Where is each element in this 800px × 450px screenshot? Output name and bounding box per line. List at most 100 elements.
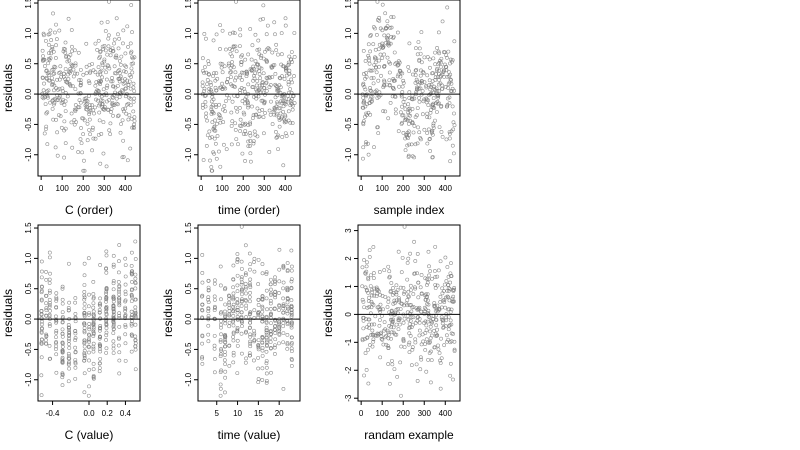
data-point (235, 317, 240, 322)
data-point (47, 324, 52, 328)
data-point (286, 80, 291, 84)
data-point (281, 324, 285, 329)
data-point (227, 306, 232, 310)
data-point (86, 79, 91, 84)
data-point (242, 112, 247, 117)
data-point (94, 80, 99, 85)
data-point (239, 60, 244, 64)
data-point (262, 86, 267, 90)
data-point (407, 69, 412, 74)
data-point (104, 326, 109, 331)
data-point (396, 59, 401, 64)
data-point (111, 346, 116, 351)
y-tick-label: 0.5 (184, 283, 193, 295)
data-point (260, 309, 265, 314)
data-point (126, 117, 131, 122)
data-point (52, 64, 57, 69)
data-point (446, 82, 451, 86)
data-point (433, 275, 438, 279)
data-point (111, 296, 116, 301)
data-point (44, 277, 49, 282)
data-point (422, 97, 427, 102)
data-point (246, 103, 251, 108)
data-point (238, 33, 243, 38)
data-point (231, 296, 236, 301)
data-point (235, 256, 240, 261)
data-point (277, 279, 282, 284)
data-point (273, 293, 278, 297)
data-point (424, 369, 429, 374)
data-point (64, 55, 69, 60)
data-point (221, 142, 226, 147)
data-point (40, 327, 44, 331)
data-point (438, 259, 443, 264)
data-point (428, 149, 433, 153)
data-point (282, 64, 287, 69)
data-point (206, 309, 211, 314)
data-point (130, 30, 134, 35)
data-point (63, 50, 68, 55)
data-point (426, 127, 431, 132)
data-point (264, 47, 269, 52)
data-point (406, 256, 411, 261)
data-point (291, 103, 295, 108)
data-point (110, 75, 114, 80)
data-point (230, 48, 235, 52)
y-tick-label: 1.0 (24, 27, 33, 39)
data-point (452, 111, 456, 116)
data-point (97, 308, 102, 312)
data-point (376, 131, 381, 136)
data-point (87, 367, 92, 372)
data-point (104, 346, 109, 351)
data-point (50, 47, 55, 51)
data-point (264, 296, 269, 301)
data-point (67, 359, 71, 364)
data-point (239, 275, 244, 280)
data-point (393, 111, 398, 116)
data-point (373, 314, 378, 319)
data-point (279, 99, 283, 104)
data-point (419, 273, 424, 277)
data-point (95, 48, 100, 52)
data-point (391, 330, 396, 335)
data-point (273, 317, 277, 322)
data-point (231, 323, 236, 328)
data-point (73, 61, 78, 66)
data-point (62, 119, 67, 124)
data-point (82, 313, 87, 317)
data-point (446, 86, 450, 90)
data-point (277, 329, 281, 333)
data-point (73, 336, 78, 340)
data-point (291, 94, 295, 99)
y-axis-label: residuals (161, 64, 175, 112)
y-tick-label: 1.0 (184, 27, 193, 39)
data-point (239, 259, 244, 264)
data-point (382, 78, 386, 83)
data-point (235, 343, 240, 348)
y-tick-label: 1.5 (184, 0, 193, 9)
data-point (413, 337, 418, 342)
data-point (248, 344, 253, 349)
data-point (447, 95, 452, 100)
data-point (39, 337, 44, 342)
data-point (73, 376, 78, 381)
data-point (130, 280, 134, 284)
data-point (383, 109, 388, 114)
data-point (87, 311, 92, 315)
data-point (368, 112, 373, 117)
data-point (263, 49, 267, 54)
data-point (264, 378, 269, 383)
data-point (47, 70, 51, 75)
y-tick-label: 0.5 (344, 58, 353, 70)
data-point (96, 65, 101, 70)
x-tick-label: 15 (254, 409, 263, 418)
data-point (64, 79, 68, 84)
data-point (286, 71, 291, 76)
data-point (271, 63, 276, 68)
data-point (289, 364, 294, 368)
data-point (414, 77, 419, 82)
x-tick-label: 0.4 (120, 409, 132, 418)
data-point (223, 344, 228, 349)
data-point (125, 24, 130, 29)
